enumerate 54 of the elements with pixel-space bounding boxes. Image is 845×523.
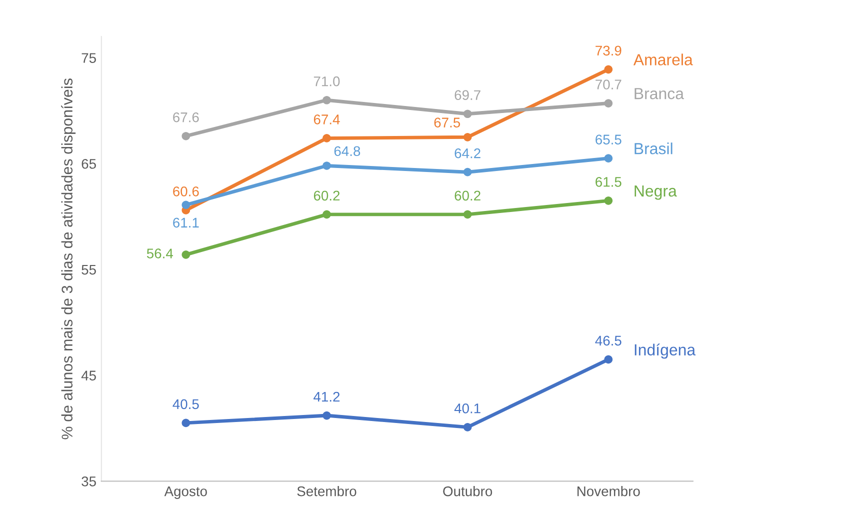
data-label: 65.5 — [596, 134, 622, 144]
data-label: 61.5 — [596, 176, 622, 187]
y-tick-label: 35 — [82, 476, 96, 486]
data-label: 69.7 — [454, 90, 480, 100]
point — [182, 132, 190, 140]
y-tick-label: 45 — [81, 370, 96, 380]
point — [463, 210, 472, 219]
x-tick-label: Novembro — [578, 486, 640, 496]
data-label: 67.4 — [314, 114, 340, 124]
y-tick-label: 75 — [82, 53, 96, 63]
data-label: 40.1 — [454, 403, 480, 414]
x-tick-label: Agosto — [164, 486, 207, 499]
point — [182, 418, 190, 428]
point — [463, 423, 472, 432]
data-label: 70.7 — [596, 80, 622, 90]
point — [322, 411, 331, 420]
data-label: 61.1 — [173, 218, 199, 228]
data-label: 64.8 — [334, 146, 360, 156]
y-tick-label: 65 — [82, 158, 96, 169]
point — [604, 154, 613, 162]
data-label: 60.6 — [173, 186, 199, 196]
point — [604, 99, 613, 108]
data-label: 67.6 — [173, 112, 199, 122]
point — [322, 162, 331, 170]
data-label: 56.4 — [146, 248, 173, 258]
point — [182, 200, 190, 210]
series-label: Indígena — [634, 344, 696, 359]
data-label: 64.2 — [454, 148, 480, 158]
data-label: 40.5 — [172, 399, 199, 410]
x-tick-label: Outubro — [443, 486, 492, 496]
point — [604, 65, 613, 74]
point — [463, 132, 472, 142]
data-label: 41.2 — [314, 392, 340, 402]
point — [604, 196, 613, 205]
series-label: Brasil — [634, 142, 672, 154]
point — [604, 355, 613, 364]
point — [322, 210, 331, 219]
point — [463, 110, 472, 118]
data-label: 60.2 — [454, 190, 480, 201]
point — [322, 96, 331, 104]
data-label: 67.5 — [434, 118, 460, 128]
data-label: 60.2 — [314, 190, 340, 201]
y-tick-label: 55 — [82, 264, 96, 275]
y-axis-title: % de alunos mais de 3 dias de atividades disponíveis — [61, 78, 76, 440]
series-label: Amarela — [633, 54, 693, 66]
series-label: Branca — [634, 88, 684, 100]
point — [322, 134, 331, 142]
x-tick-label: Setembro — [297, 486, 356, 496]
data-label: 71.0 — [314, 76, 340, 86]
data-label: 73.9 — [596, 46, 622, 56]
point — [463, 168, 472, 176]
data-label: 46.5 — [595, 336, 622, 346]
series-label: Negra — [634, 185, 677, 200]
point — [182, 250, 190, 259]
